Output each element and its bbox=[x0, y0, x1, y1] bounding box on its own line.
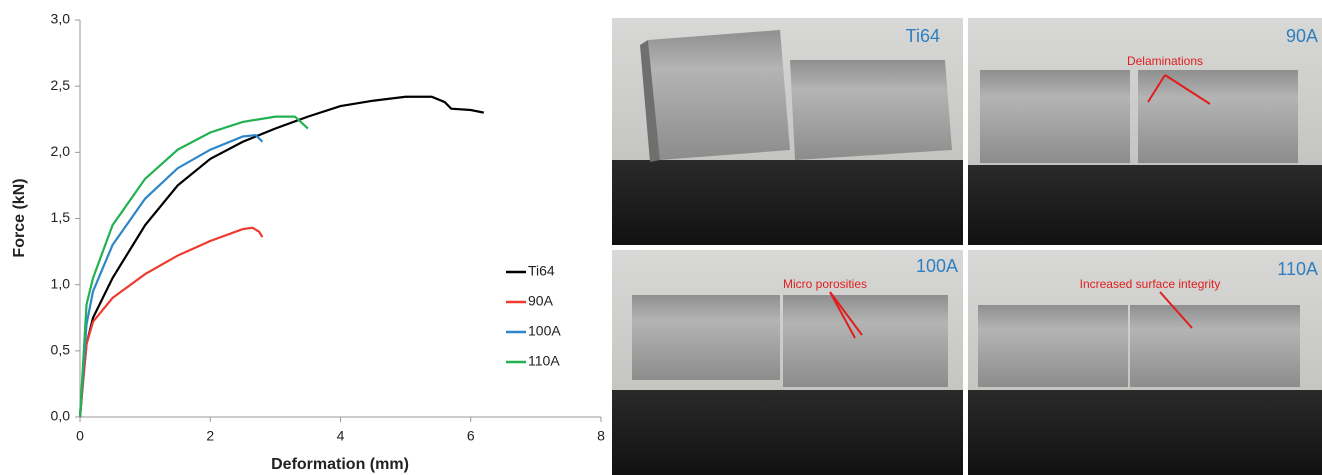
legend-label: 110A bbox=[528, 353, 560, 369]
legend-label: 100A bbox=[528, 323, 561, 339]
y-tick-label: 3,0 bbox=[51, 11, 71, 27]
legend-label: Ti64 bbox=[528, 263, 555, 279]
legend-label: 90A bbox=[528, 293, 554, 309]
y-tick-label: 0,0 bbox=[51, 408, 71, 424]
page: {"chart_data": {"type": "line", "xlabel"… bbox=[0, 0, 1322, 475]
annotation: Delaminations bbox=[1127, 54, 1203, 68]
panel-label: 90A bbox=[1286, 26, 1318, 46]
series-line bbox=[80, 135, 262, 417]
photo-panel: Increased surface integrity 110A bbox=[968, 250, 1322, 475]
annotation: Increased surface integrity bbox=[1080, 277, 1221, 291]
y-tick-label: 1,5 bbox=[51, 209, 71, 225]
photo-panel: Delaminations 90A bbox=[968, 18, 1322, 245]
x-tick-label: 4 bbox=[337, 428, 345, 444]
series-line bbox=[80, 97, 484, 417]
panel-label: Ti64 bbox=[906, 26, 940, 46]
y-tick-label: 0,5 bbox=[51, 342, 71, 358]
plot: 0,0 0,5 1,0 1,5 2,0 2,5 3,0 0 2 4 6 8 Ti64 90A 100A 110… bbox=[51, 11, 606, 444]
panel-label: 100A bbox=[916, 256, 958, 276]
panel-label: 110A bbox=[1277, 259, 1318, 279]
y-tick-label: 2,5 bbox=[51, 77, 71, 93]
y-tick-label: 2,0 bbox=[51, 143, 71, 159]
y-tick-label: 1,0 bbox=[51, 275, 71, 291]
annotation: Micro porosities bbox=[783, 277, 867, 291]
figure: Deformation (mm) Force (kN) 0,0 0,5 1,0 1,5… bbox=[0, 0, 1322, 475]
photo-panel: Ti64 bbox=[612, 18, 963, 245]
y-axis-title: Force (kN) bbox=[11, 178, 28, 257]
x-axis-title: Deformation (mm) bbox=[271, 456, 409, 473]
x-tick-label: 2 bbox=[206, 428, 214, 444]
x-tick-label: 8 bbox=[597, 428, 605, 444]
x-tick-label: 6 bbox=[467, 428, 475, 444]
series-line bbox=[80, 117, 308, 417]
photo-panel: Micro porosities 100A bbox=[612, 250, 963, 475]
x-tick-label: 0 bbox=[76, 428, 84, 444]
